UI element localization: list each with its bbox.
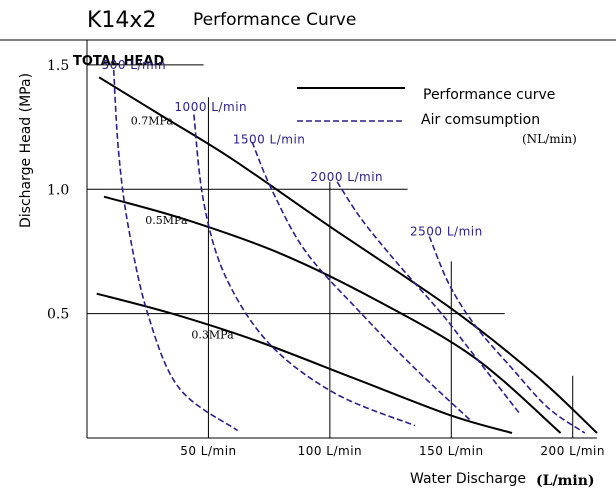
y-axis-label: Discharge Head (MPa) <box>18 73 34 228</box>
air-series-label: 500 L/min <box>102 58 167 72</box>
performance-series-line <box>98 76 598 434</box>
air-series-label: 2000 L/min <box>310 170 383 184</box>
x-tick-label: 150 L/min <box>419 444 484 458</box>
y-tick-label: 1.5 <box>47 58 69 74</box>
x-tick-labels: 50 L/min 100 L/min 150 L/min 200 L/min <box>180 444 605 458</box>
air-series-line <box>193 114 416 427</box>
legend-performance-label: Performance curve <box>423 87 555 103</box>
x-tick-label: 200 L/min <box>540 444 605 458</box>
air-series-label: 1000 L/min <box>174 100 247 114</box>
performance-series-label: 0.7MPa <box>131 115 174 128</box>
grid-lines <box>86 40 597 439</box>
x-axis-unit: (L/min) <box>536 473 595 489</box>
air-series-line <box>428 236 586 434</box>
air-series-label: 1500 L/min <box>233 133 306 147</box>
y-axis-label-text: Discharge Head (MPa) <box>18 73 34 228</box>
performance-series-label: 0.3MPa <box>191 329 234 342</box>
x-axis-label: Water Discharge <box>410 471 526 487</box>
legend-air-label: Air comsumption <box>421 112 540 128</box>
legend-air-unit: (NL/min) <box>522 132 577 146</box>
x-tick-label: 100 L/min <box>298 444 363 458</box>
performance-series-label: 0.5MPa <box>145 214 188 227</box>
performance-series-line <box>96 292 513 434</box>
performance-series-line <box>103 195 562 434</box>
performance-curves: 0.7MPa 0.5MPa 0.3MPa <box>96 76 598 434</box>
chart-subtitle: Performance Curve <box>193 10 356 30</box>
y-tick-label: 0.5 <box>47 307 69 323</box>
air-curves: 500 L/min 1000 L/min 1500 L/min 2000 L/min 2… <box>102 58 586 434</box>
air-series-line <box>112 69 239 432</box>
y-tick-label: 1.0 <box>47 182 69 198</box>
air-series-line <box>336 181 520 414</box>
chart-title: K14x2 <box>87 8 156 33</box>
y-tick-labels: 1.5 1.0 0.5 <box>47 58 69 323</box>
air-series-label: 2500 L/min <box>410 225 483 239</box>
x-tick-label: 50 L/min <box>180 444 236 458</box>
air-series-line <box>251 141 472 422</box>
